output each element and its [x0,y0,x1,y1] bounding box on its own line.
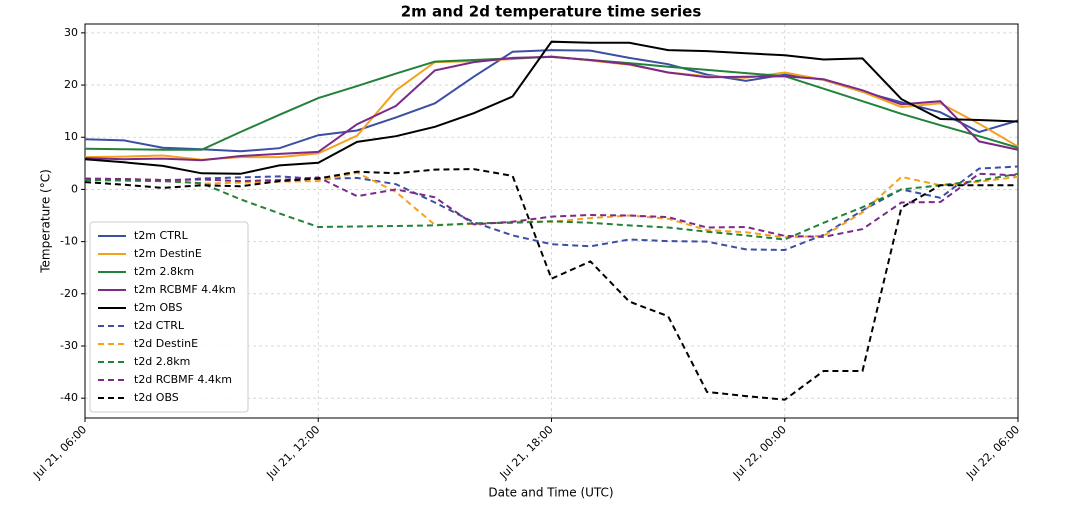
legend-label: t2d OBS [134,391,179,404]
legend-label: t2m OBS [134,301,183,314]
y-tick-label: -40 [60,391,78,404]
legend-label: t2d 2.8km [134,355,190,368]
x-tick-label: Jul 21, 12:00 [263,423,322,482]
y-axis-label: Temperature (°C) [39,169,53,274]
x-tick-label: Jul 21, 18:00 [497,423,556,482]
legend-label: t2d RCBMF 4.4km [134,373,232,386]
series-line [84,172,1019,241]
chart-title: 2m and 2d temperature time series [401,3,702,21]
y-tick-label: 0 [71,182,78,195]
series-line [85,165,1019,252]
y-tick-label: 20 [64,78,78,91]
y-tick-label: 30 [64,26,78,39]
y-tick-label: -30 [60,339,78,352]
x-axis-label: Date and Time (UTC) [488,486,613,500]
legend-label: t2d DestinE [134,337,198,350]
y-tick-label: 10 [64,130,78,143]
y-tick-label: -10 [60,235,78,248]
series-line [84,168,1018,401]
series-line [84,172,1019,238]
series-line [84,55,1019,162]
x-tick-label: Jul 22, 00:00 [730,423,789,482]
legend-label: t2d CTRL [134,319,185,332]
legend-label: t2m 2.8km [134,265,194,278]
series-line [84,40,1019,175]
x-tick-label: Jul 22, 06:00 [963,423,1022,482]
series-line [84,49,1019,153]
x-tick-label: Jul 21, 06:00 [30,423,89,482]
legend-box [89,221,249,413]
legend-label: t2m RCBMF 4.4km [134,283,236,296]
legend-label: t2m DestinE [134,247,202,260]
plot-frame [84,23,1019,419]
legend-label: t2m CTRL [134,229,189,242]
y-tick-label: -20 [60,287,78,300]
